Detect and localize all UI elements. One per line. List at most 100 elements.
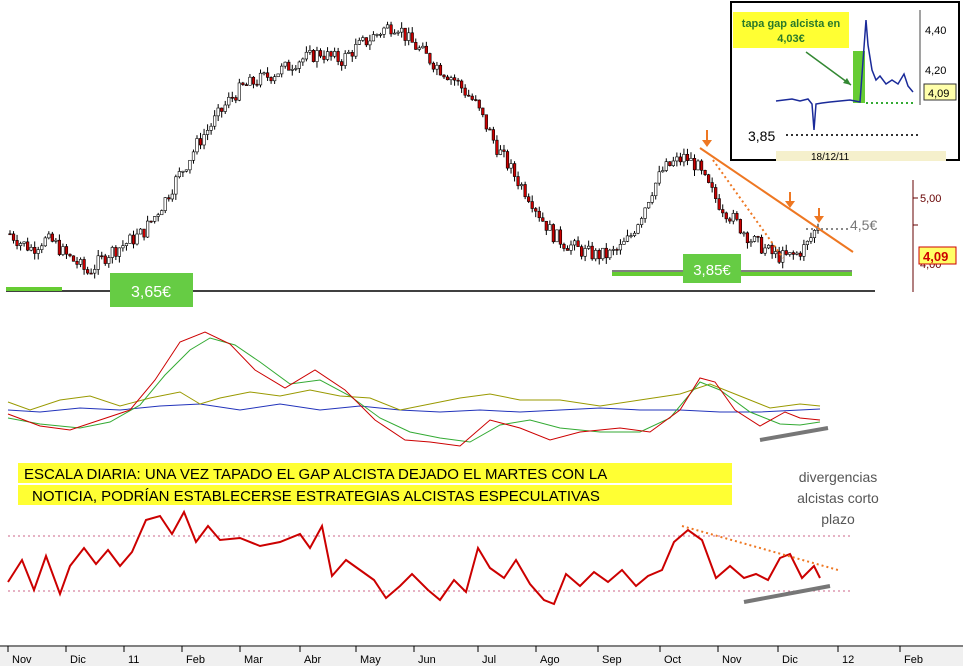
x-tick-label: Nov bbox=[12, 654, 32, 666]
candle-body bbox=[61, 246, 65, 255]
candle-body bbox=[124, 243, 129, 246]
candle-body bbox=[699, 160, 704, 171]
x-tick-label: Mar bbox=[244, 654, 263, 666]
candle-body bbox=[146, 220, 150, 238]
divergence-line-rsi bbox=[743, 584, 831, 604]
candle-body bbox=[781, 250, 785, 263]
candle-body bbox=[431, 62, 436, 70]
candle-body bbox=[174, 176, 178, 195]
last-price-label: 4,09 bbox=[923, 249, 948, 264]
candle-body bbox=[248, 76, 252, 86]
candle-body bbox=[558, 229, 563, 245]
candle-body bbox=[47, 233, 51, 239]
candle-body bbox=[527, 196, 531, 202]
candle-body bbox=[477, 99, 481, 109]
candle-body bbox=[505, 151, 510, 169]
candle-body bbox=[43, 237, 47, 247]
inset-chart: tapa gap alcista en 4,03€ 3,85 4,40 4,20… bbox=[730, 1, 960, 163]
x-tick-label: Dic bbox=[782, 654, 798, 666]
candle-body bbox=[375, 34, 379, 36]
candle-body bbox=[435, 64, 439, 70]
orange-arrow-1 bbox=[702, 130, 712, 147]
candle-body bbox=[735, 213, 739, 220]
candle-body bbox=[188, 159, 192, 171]
candle-body bbox=[407, 32, 411, 41]
candle-body bbox=[625, 235, 630, 242]
candle-body bbox=[805, 240, 810, 245]
candle-body bbox=[311, 50, 316, 62]
candle-body bbox=[18, 243, 23, 246]
candle-body bbox=[791, 252, 795, 255]
osc-red-line bbox=[7, 331, 821, 447]
candle-body bbox=[618, 244, 623, 251]
candle-body bbox=[110, 247, 114, 258]
candle-body bbox=[8, 233, 12, 236]
support-label-right: 3,85€ bbox=[693, 262, 731, 279]
oscillator-panel bbox=[7, 331, 829, 447]
trendline-resistance bbox=[699, 147, 854, 253]
x-tick-label: Ago bbox=[540, 654, 560, 666]
candle-body bbox=[100, 255, 104, 258]
candle-body bbox=[495, 139, 499, 155]
candle-body bbox=[770, 244, 774, 255]
divergence-line-osc bbox=[759, 426, 829, 442]
candle-body bbox=[86, 269, 90, 274]
candle-body bbox=[601, 247, 605, 260]
candle-body bbox=[223, 104, 227, 112]
x-tick-label: Nov bbox=[722, 654, 742, 666]
candle-body bbox=[512, 163, 517, 177]
inset-date: 18/12/11 bbox=[811, 152, 850, 163]
note-text-line1: ESCALA DIARIA: UNA VEZ TAPADO EL GAP ALC… bbox=[24, 466, 607, 483]
divergence-note-line3: plazo bbox=[821, 511, 855, 527]
candle-body bbox=[89, 272, 93, 275]
candle-body bbox=[121, 245, 125, 249]
candle-body bbox=[502, 149, 506, 152]
candle-body bbox=[163, 197, 167, 211]
candle-body bbox=[442, 74, 446, 78]
candle-body bbox=[318, 50, 323, 57]
candle-body bbox=[290, 69, 294, 71]
note-box-line2 bbox=[18, 485, 732, 505]
candle-body bbox=[357, 40, 361, 45]
candle-body bbox=[368, 40, 372, 46]
candle-body bbox=[784, 250, 788, 255]
candle-body bbox=[707, 174, 711, 183]
candle-body bbox=[661, 170, 665, 173]
candle-body bbox=[597, 250, 601, 260]
candle-body bbox=[664, 161, 668, 171]
osc-olive-line bbox=[7, 383, 821, 411]
candle-body bbox=[389, 24, 393, 35]
candle-body bbox=[11, 233, 16, 241]
x-tick-label: Sep bbox=[602, 654, 622, 666]
candle-body bbox=[590, 245, 594, 260]
candle-body bbox=[410, 32, 414, 43]
candle-body bbox=[481, 107, 485, 116]
candle-body bbox=[371, 34, 376, 42]
candle-body bbox=[347, 52, 351, 54]
candle-body bbox=[763, 247, 767, 254]
rsi-red-line bbox=[7, 509, 821, 606]
candle-body bbox=[191, 151, 196, 161]
candle-body bbox=[283, 61, 287, 67]
candle-body bbox=[523, 184, 527, 198]
candle-body bbox=[608, 249, 612, 259]
candle-body bbox=[255, 83, 259, 86]
candle-body bbox=[572, 240, 577, 246]
candle-body bbox=[177, 171, 181, 178]
candle-body bbox=[685, 153, 690, 161]
candle-body bbox=[678, 156, 682, 163]
candle-body bbox=[632, 232, 637, 236]
candle-body bbox=[456, 79, 460, 82]
candle-body bbox=[759, 236, 764, 254]
candle-body bbox=[534, 208, 538, 212]
candle-body bbox=[424, 45, 428, 54]
candle-body bbox=[798, 252, 802, 257]
candle-body bbox=[636, 224, 640, 234]
candle-body bbox=[315, 50, 319, 62]
osc-blue-line bbox=[7, 403, 821, 413]
candle-body bbox=[142, 228, 146, 238]
candle-body bbox=[643, 207, 647, 219]
candle-body bbox=[541, 217, 545, 222]
osc-green-line bbox=[7, 337, 821, 443]
